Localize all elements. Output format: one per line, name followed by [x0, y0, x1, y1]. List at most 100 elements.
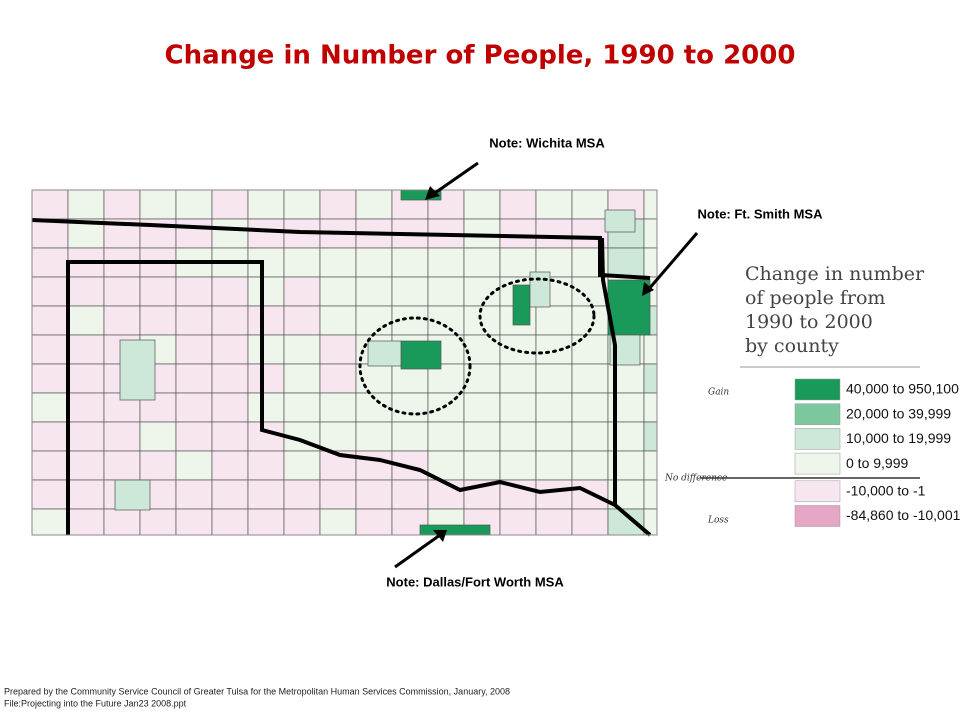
county: [175, 450, 213, 481]
county: [67, 450, 105, 481]
state-border: [66, 260, 652, 537]
county: [139, 305, 177, 336]
state-border: [600, 237, 617, 505]
county: [427, 392, 465, 423]
county: [283, 363, 321, 394]
county: [103, 305, 141, 336]
county: [391, 247, 429, 278]
title: Change in Number of People, 1990 to 2000: [165, 41, 796, 71]
county: [31, 276, 69, 307]
county: [499, 421, 537, 452]
county: [67, 421, 105, 452]
county: [175, 276, 213, 307]
county: [103, 450, 141, 481]
county: [355, 247, 393, 278]
county: [463, 276, 501, 307]
county: [139, 508, 177, 536]
county: [31, 218, 69, 249]
county: [571, 392, 609, 423]
county: [139, 189, 177, 220]
county: [211, 363, 249, 394]
county: [283, 392, 321, 423]
county: [211, 305, 249, 336]
county: [31, 247, 69, 278]
county: [31, 479, 69, 510]
county: [535, 334, 573, 365]
county: [175, 305, 213, 336]
arrowheads: [425, 186, 654, 542]
county: [499, 334, 537, 365]
county: [499, 450, 537, 481]
legend-title: of people from: [745, 287, 885, 309]
county: [319, 421, 357, 452]
county: [103, 276, 141, 307]
county: [175, 392, 213, 423]
county: [355, 421, 393, 452]
county: [31, 508, 69, 536]
county: [391, 276, 429, 307]
county: [283, 247, 321, 278]
county: [535, 305, 573, 336]
county: [499, 218, 537, 249]
county: [355, 189, 393, 220]
county: [283, 305, 321, 336]
county: [535, 189, 573, 220]
county: [211, 189, 249, 220]
county: [139, 450, 177, 481]
county: [529, 271, 551, 308]
footer: Prepared by the Community Service Counci…: [4, 686, 510, 696]
map-frame: [31, 189, 658, 536]
county: [31, 189, 69, 220]
county: [463, 392, 501, 423]
county: [427, 247, 465, 278]
county: [427, 276, 465, 307]
arrow: [646, 232, 699, 291]
county: [643, 247, 658, 278]
county: [319, 479, 357, 510]
county: [571, 508, 609, 536]
county: [247, 276, 285, 307]
county: [571, 189, 609, 220]
county: [114, 479, 151, 511]
note: Note: Dallas/Fort Worth MSA: [386, 574, 564, 589]
legend-label: 10,000 to 19,999: [846, 430, 951, 446]
county: [643, 450, 658, 481]
county: [283, 450, 321, 481]
county: [283, 189, 321, 220]
county: [139, 421, 177, 452]
county: [247, 421, 285, 452]
county: [535, 450, 573, 481]
legend-title: 1990 to 2000: [745, 311, 873, 333]
legend-label: 40,000 to 950,100: [846, 381, 959, 397]
county: [643, 189, 658, 220]
county: [643, 334, 658, 365]
county: [31, 363, 69, 394]
legend-swatch: [794, 452, 841, 475]
county: [31, 334, 69, 365]
county: [211, 334, 249, 365]
county: [67, 305, 105, 336]
county: [119, 339, 156, 401]
county: [499, 363, 537, 394]
county: [643, 479, 658, 510]
county: [67, 189, 105, 220]
county: [535, 392, 573, 423]
county: [139, 276, 177, 307]
county: [175, 218, 213, 249]
county: [643, 421, 658, 452]
county: [247, 218, 285, 249]
county: [31, 421, 69, 452]
legend-group: Gain: [708, 388, 729, 398]
county: [463, 450, 501, 481]
legend-label: 0 to 9,999: [846, 455, 908, 471]
county: [247, 450, 285, 481]
county: [247, 305, 285, 336]
county: [391, 421, 429, 452]
county: [535, 218, 573, 249]
county: [400, 340, 442, 370]
county: [355, 508, 393, 536]
county: [67, 334, 105, 365]
county: [463, 421, 501, 452]
note: Note: Wichita MSA: [489, 135, 605, 150]
